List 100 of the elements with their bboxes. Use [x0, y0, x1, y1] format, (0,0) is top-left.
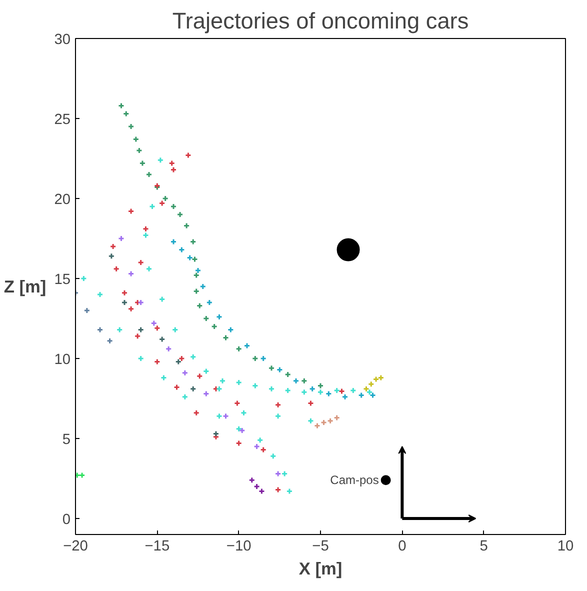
- point: [292, 378, 300, 384]
- point: [162, 195, 169, 202]
- point: [252, 382, 258, 389]
- point: [327, 418, 334, 424]
- point: [206, 299, 213, 306]
- point: [121, 290, 128, 296]
- point: [234, 400, 240, 407]
- point: [216, 386, 222, 392]
- chart-title: Trajectories of oncoming cars: [172, 8, 469, 34]
- point: [222, 412, 230, 420]
- point: [254, 483, 260, 490]
- x-tick-label: 0: [398, 538, 406, 554]
- point: [236, 426, 242, 432]
- point: [227, 326, 234, 333]
- point: [142, 226, 149, 232]
- point: [146, 171, 152, 178]
- point: [182, 394, 188, 400]
- point: [274, 412, 282, 420]
- point: [270, 452, 276, 460]
- point: [219, 378, 226, 384]
- point: [138, 355, 144, 362]
- point: [236, 440, 242, 447]
- point: [307, 418, 314, 424]
- x-tick-label: 10: [557, 538, 574, 554]
- point: [84, 307, 90, 314]
- point: [118, 102, 124, 109]
- point: [212, 434, 220, 440]
- point: [325, 390, 332, 397]
- point: [260, 355, 267, 362]
- point: [236, 379, 242, 386]
- point: [260, 446, 267, 453]
- point: [274, 486, 282, 493]
- point: [366, 388, 373, 396]
- point: [202, 390, 210, 397]
- point: [193, 272, 200, 279]
- point: [190, 386, 196, 392]
- y-axis-title: Z [m]: [4, 276, 46, 296]
- point: [202, 368, 210, 375]
- y-tick-label: 25: [54, 112, 71, 128]
- point: [138, 259, 144, 266]
- point: [196, 372, 203, 380]
- point: [136, 147, 142, 154]
- point: [157, 156, 164, 164]
- point: [128, 123, 134, 130]
- point: [190, 354, 196, 360]
- point: [160, 374, 167, 381]
- point: [309, 386, 316, 392]
- point: [128, 270, 134, 277]
- point: [334, 387, 340, 394]
- point: [96, 326, 104, 333]
- point: [172, 326, 178, 333]
- point: [139, 160, 146, 167]
- point: [106, 338, 114, 344]
- point: [248, 476, 256, 484]
- point: [268, 386, 275, 392]
- point: [178, 355, 185, 362]
- point: [182, 370, 188, 376]
- point: [190, 238, 196, 245]
- point: [284, 387, 292, 394]
- point: [358, 392, 365, 399]
- point: [300, 378, 308, 384]
- point: [80, 275, 87, 282]
- point: [216, 314, 222, 320]
- x-tick-label: 5: [480, 538, 488, 554]
- point: [176, 211, 184, 218]
- point: [317, 388, 324, 396]
- annotation: Cam-pos: [330, 473, 379, 488]
- point: [122, 110, 130, 117]
- point: [132, 136, 140, 143]
- point: [154, 324, 160, 332]
- point: [165, 346, 172, 352]
- point: [236, 346, 242, 352]
- point: [138, 299, 144, 306]
- point: [184, 152, 192, 159]
- point: [216, 412, 222, 420]
- point: [138, 326, 144, 333]
- point: [150, 320, 158, 327]
- point: [222, 334, 230, 341]
- point: [110, 243, 116, 250]
- point: [128, 306, 134, 312]
- point: [174, 384, 180, 391]
- point: [286, 488, 293, 495]
- point: [256, 436, 264, 444]
- point: [158, 336, 166, 343]
- point: [193, 288, 200, 295]
- x-axis-title: X [m]: [298, 558, 342, 578]
- point: [336, 238, 360, 262]
- point: [108, 252, 115, 260]
- x-tick-label: −15: [144, 538, 170, 554]
- point: [154, 358, 160, 365]
- point: [194, 267, 202, 274]
- point: [350, 387, 356, 394]
- point: [258, 488, 265, 495]
- y-tick-label: 15: [54, 272, 71, 288]
- point: [274, 402, 282, 408]
- point: [186, 254, 194, 261]
- point: [240, 410, 247, 416]
- point: [193, 410, 200, 416]
- point: [317, 382, 324, 389]
- point: [158, 200, 166, 207]
